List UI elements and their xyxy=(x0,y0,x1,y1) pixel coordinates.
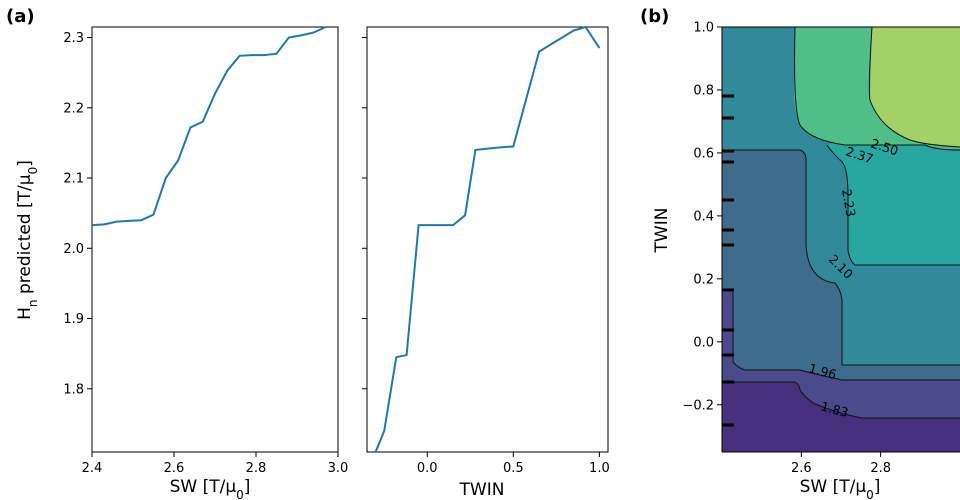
contour-region-level-0 xyxy=(722,382,960,452)
panel-b-label: (b) xyxy=(640,6,669,27)
contour-fill-group xyxy=(722,27,960,452)
x-axis-label-contour: SW [T/μ0] xyxy=(800,477,881,500)
y-tick-label: 1.8 xyxy=(63,382,84,397)
y-tick-label: 2.2 xyxy=(63,101,84,116)
y-tick-label: 1.0 xyxy=(693,21,714,36)
contour-label-2.23: 2.23 xyxy=(839,188,859,218)
y-tick-label: 0.8 xyxy=(693,83,714,98)
y-tick-label: 0.0 xyxy=(693,335,714,350)
y-tick-label: 2.3 xyxy=(63,31,84,46)
x-axis-label-sw: SW [T/μ0] xyxy=(170,477,251,500)
rug-marks xyxy=(722,94,734,427)
chart-contour: 2.6 2.8−0.20.00.20.40.60.81.0 2.50 2.37 2… xyxy=(652,21,960,500)
y-tick-label: 0.4 xyxy=(693,209,714,224)
x-tick-label: 2.4 xyxy=(82,461,103,476)
x-tick-label: 0.5 xyxy=(503,461,524,476)
x-tick-label: 2.8 xyxy=(870,461,891,476)
line-series-sw xyxy=(91,26,327,227)
tick-group-contour: 2.6 2.8 −0.2 0.0 0.2 0.4 0.6 0.8 1.0 xyxy=(682,21,891,477)
x-tick-label: 0.0 xyxy=(417,461,438,476)
x-tick-label: 2.8 xyxy=(246,461,267,476)
y-tick-label: 0.2 xyxy=(693,272,714,287)
x-tick-label: 1.0 xyxy=(589,461,610,476)
y-tick-label: 2.1 xyxy=(63,172,84,187)
chart-sw-line: 2.4 2.6 2.8 3.0 1.8 1.9 2.0 2.1 2.2 2.3 SW [T/μ0]… xyxy=(15,26,348,500)
y-tick-label: 2.0 xyxy=(63,242,84,257)
y-tick-label: 1.9 xyxy=(63,312,84,327)
contour-region-level-6 xyxy=(870,27,960,147)
x-tick-label: 2.6 xyxy=(164,461,185,476)
tick-group-sw: 2.4 2.6 2.8 3.0 1.8 1.9 2.0 2.1 2.2 2.3 xyxy=(63,31,348,476)
panel-a-label: (a) xyxy=(6,6,35,27)
y-tick-label: −0.2 xyxy=(682,398,714,413)
y-tick-label: 0.6 xyxy=(693,146,714,161)
x-tick-label: 2.6 xyxy=(791,461,812,476)
plot-frame-twin xyxy=(366,26,609,453)
contour-label-1.96: 1.96 xyxy=(807,360,838,382)
chart-twin-line: 0.0 0.5 1.0 TWIN xyxy=(362,25,610,500)
x-tick-label: 3.0 xyxy=(328,461,349,476)
plot-frame-sw xyxy=(91,26,339,453)
y-axis-label-twin: TWIN xyxy=(652,208,672,254)
contour-lines xyxy=(722,27,960,419)
line-series-twin xyxy=(374,25,601,453)
tick-group-twin: 0.0 0.5 1.0 xyxy=(362,37,610,476)
contour-label-1.83: 1.83 xyxy=(819,398,850,420)
x-axis-label-twin: TWIN xyxy=(459,480,505,500)
y-axis-label-hn: Hn predicted [T/μ0] xyxy=(15,160,40,320)
